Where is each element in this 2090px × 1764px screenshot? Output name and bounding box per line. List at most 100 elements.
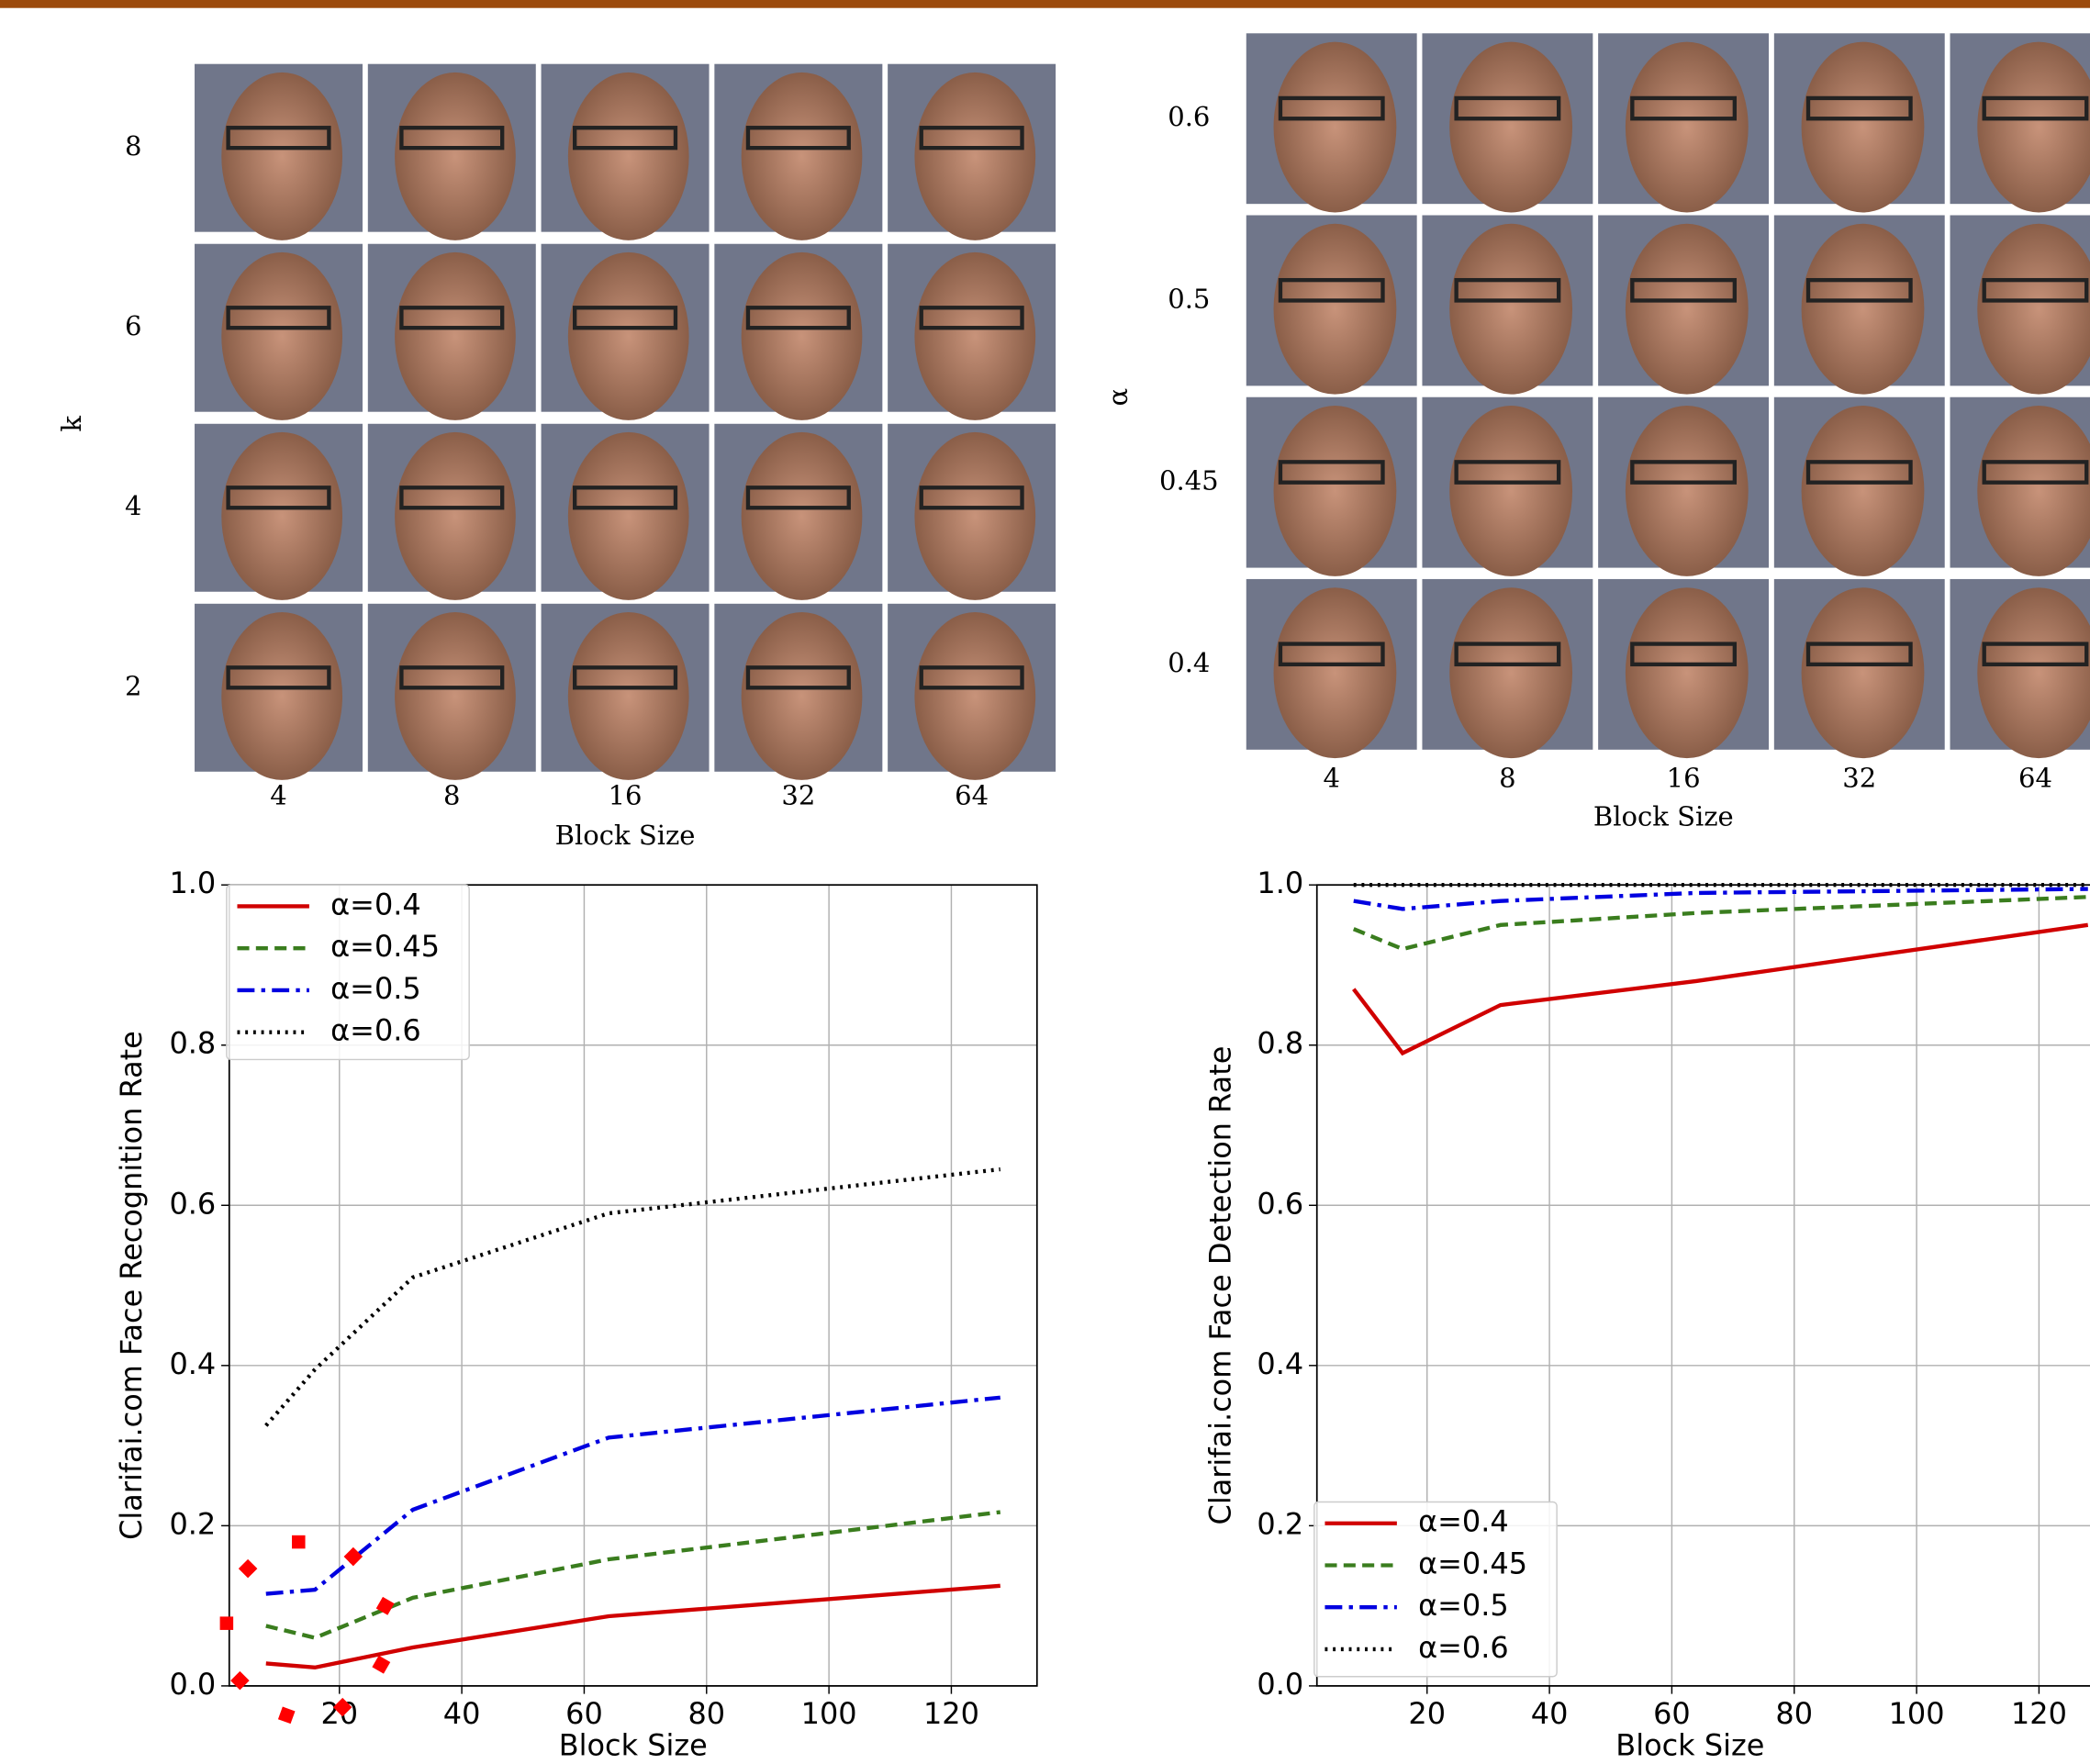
y-tick-label: 0.6 [169,1186,216,1221]
x-tick-label: 80 [687,1696,725,1731]
y-tick-label: 0.0 [169,1667,216,1702]
face-image [541,63,710,240]
glasses [919,665,1024,690]
face-image [888,243,1056,420]
plot-frame [228,884,1038,1687]
row-label: 0.45 [1159,465,1219,497]
face [1449,587,1573,759]
glasses [1982,642,2089,667]
x-tick-label: 40 [443,1696,481,1731]
face [1801,223,1925,395]
col-label: 4 [1323,762,1339,793]
glasses [1630,460,1738,485]
y-tick-label: 0.4 [169,1346,216,1381]
face [1273,587,1397,759]
face [395,611,516,780]
glasses [1630,642,1738,667]
y-axis-label: Clarifai.com Face Detection Rate [1203,1046,1238,1525]
legend-box [1313,1501,1558,1678]
legend-label: α=0.6 [1418,1630,1509,1665]
glasses [745,665,851,690]
y-tick-label: 0.2 [169,1506,216,1541]
col-label: 64 [2018,762,2052,793]
plot-frame [1315,884,2090,1687]
face-image [1246,578,1417,759]
series-line [1352,895,2088,952]
x-tick-label: 100 [801,1696,857,1731]
face [914,431,1036,600]
face [1273,41,1397,213]
glasses [226,665,331,690]
face [1625,41,1749,213]
face-image [1598,578,1770,759]
row-label: 4 [125,490,141,521]
glasses [1630,277,1738,303]
x-axis-label: Block Size [1615,1728,1764,1763]
glasses [919,486,1024,510]
legend-label: α=0.45 [330,929,440,964]
face-image [1773,578,1945,759]
glasses [1278,95,1385,121]
legend-label: α=0.5 [1418,1588,1509,1623]
glasses [1805,460,1913,485]
face-image [714,423,883,600]
face [741,251,863,420]
y-axis-label: α [1102,388,1134,407]
face [567,431,689,600]
face [567,251,689,420]
legend-label: α=0.4 [1418,1504,1509,1539]
face-image [1246,396,1417,576]
glasses [919,126,1024,151]
col-label: 32 [781,779,815,810]
row-label: 2 [125,670,141,701]
face [1977,41,2090,213]
col-label: 8 [1499,762,1515,793]
col-label: 8 [443,779,460,810]
face [1801,406,1925,576]
face [395,251,516,420]
face [1801,41,1925,213]
legend-box [226,884,470,1061]
face-image [1598,215,1770,395]
top-bar [0,0,2090,8]
x-axis-label: Block Size [1593,801,1734,832]
face-image [1773,215,1945,395]
face-image [541,423,710,600]
face-image [367,243,536,420]
face [1273,406,1397,576]
glasses [1982,277,2089,303]
face-image [541,603,710,780]
face [741,431,863,600]
face-image [1773,396,1945,576]
glasses [1982,460,2089,485]
x-axis-label: Block Size [555,820,696,851]
face-image [888,63,1056,240]
y-tick-label: 1.0 [169,865,216,900]
face [741,611,863,780]
x-tick-label: 80 [1775,1696,1813,1731]
glasses [399,486,505,510]
glasses [1278,277,1385,303]
x-tick-label: 40 [1531,1696,1569,1731]
y-tick-label: 1.0 [1257,865,1303,900]
col-label: 32 [1842,762,1876,793]
glasses [572,665,678,690]
glasses [572,126,678,151]
legend-label: α=0.6 [330,1013,421,1048]
x-tick-label: 120 [923,1696,979,1731]
face [1625,223,1749,395]
row-label: 8 [125,130,141,162]
glasses [1278,460,1385,485]
face [395,431,516,600]
face [741,72,863,240]
face-image [1246,33,1417,213]
legend-label: α=0.5 [330,971,421,1006]
face-image [367,603,536,780]
face [1801,587,1925,759]
glasses [1454,642,1561,667]
glasses [572,486,678,510]
y-tick-label: 0.6 [1257,1186,1303,1221]
y-tick-label: 0.2 [1257,1506,1303,1541]
series-line [1352,922,2089,1056]
